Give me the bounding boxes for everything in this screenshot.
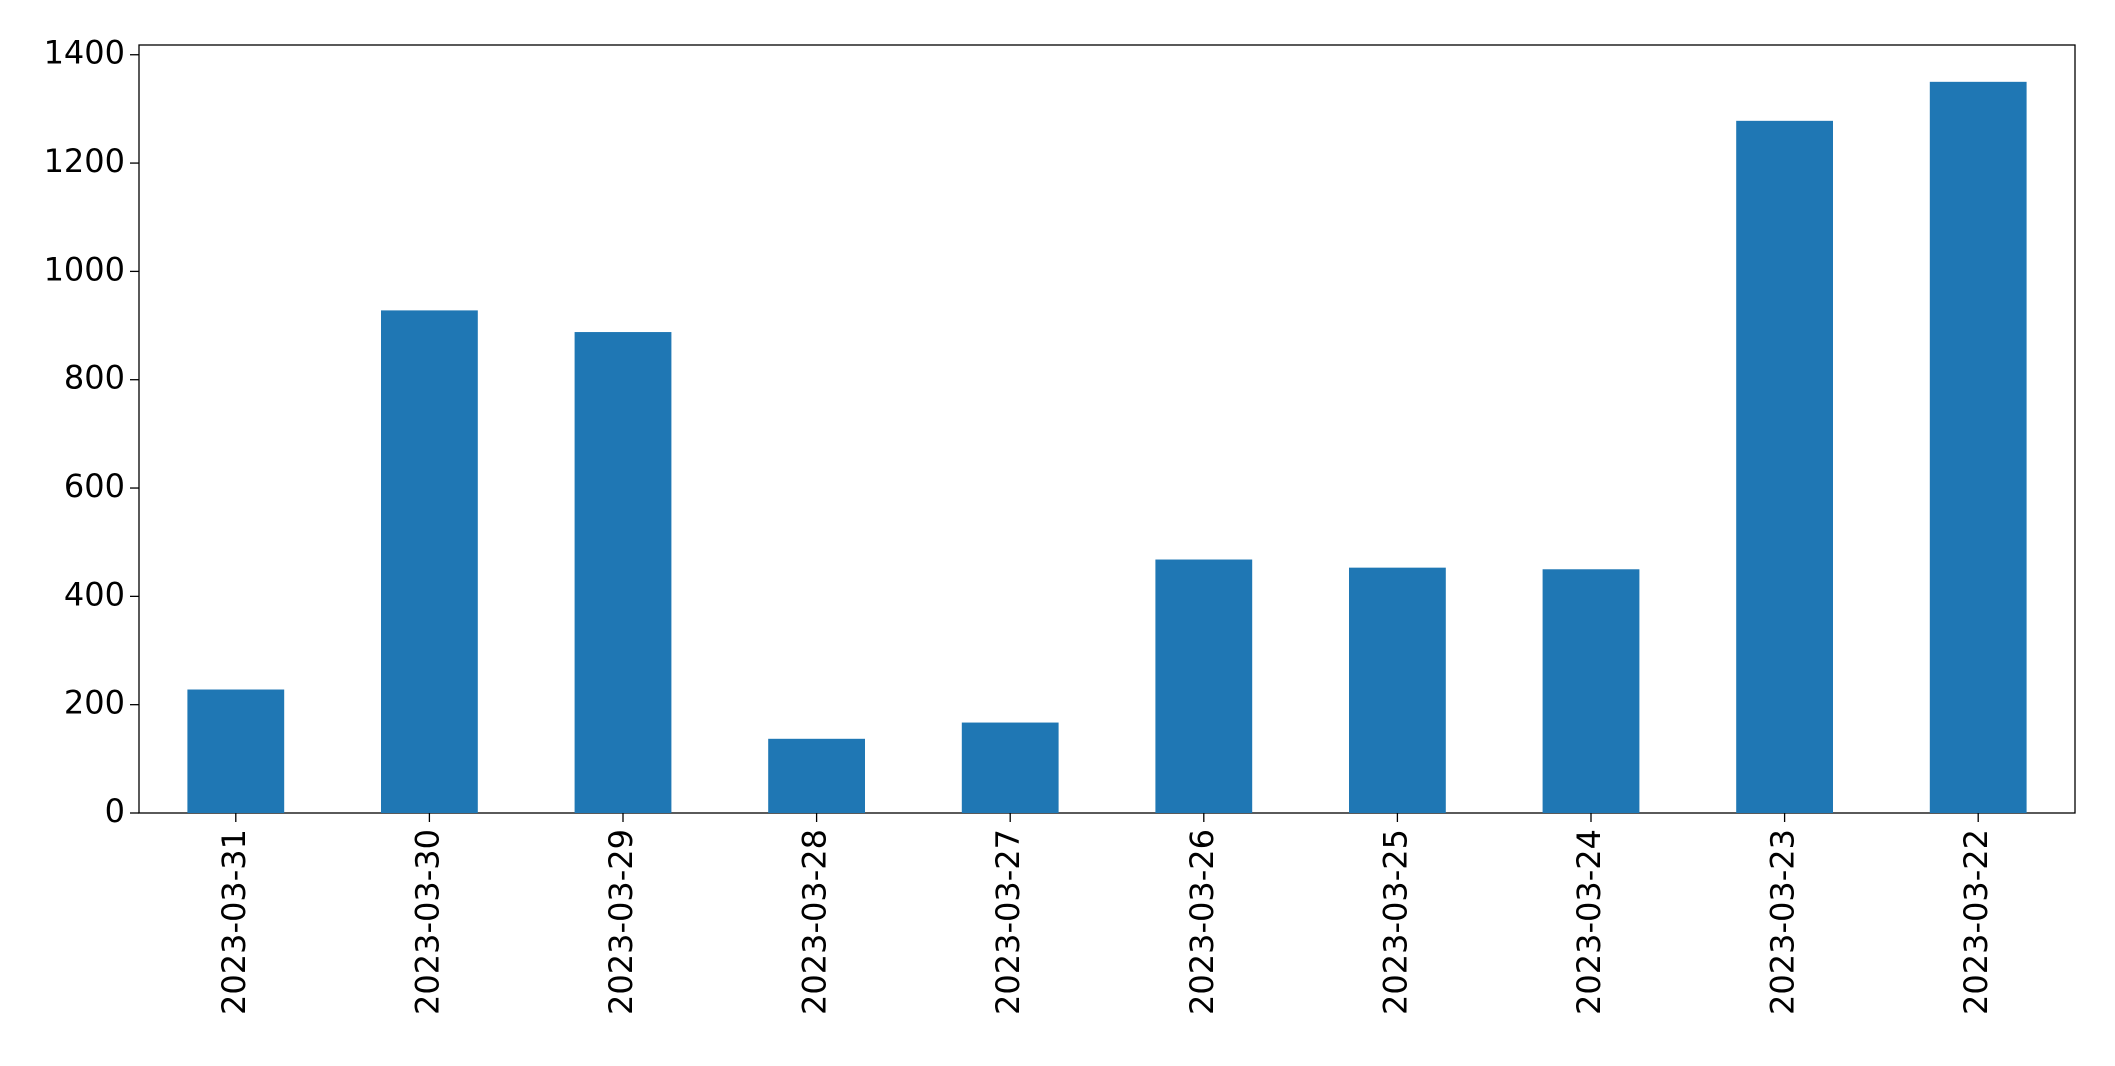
y-tick-label: 800 bbox=[64, 359, 125, 397]
x-tick-label: 2023-03-27 bbox=[989, 829, 1027, 1015]
bar bbox=[187, 689, 285, 813]
x-tick-label: 2023-03-31 bbox=[215, 829, 253, 1015]
bar bbox=[961, 722, 1059, 813]
bar bbox=[1349, 567, 1446, 813]
plot-frame bbox=[138, 44, 2076, 814]
x-tick-label: 2023-03-25 bbox=[1376, 829, 1414, 1015]
x-tick-label: 2023-03-30 bbox=[408, 829, 446, 1015]
y-tick-label: 0 bbox=[105, 792, 125, 830]
bar bbox=[768, 738, 865, 813]
bar bbox=[1542, 569, 1640, 813]
y-tick-label: 400 bbox=[64, 575, 125, 613]
bar bbox=[1929, 81, 2027, 813]
bar bbox=[1736, 120, 1833, 814]
y-tick-label: 1400 bbox=[44, 34, 125, 72]
bar bbox=[574, 332, 672, 813]
y-tick-label: 200 bbox=[64, 684, 125, 722]
bar bbox=[381, 310, 478, 813]
x-tick-label: 2023-03-23 bbox=[1764, 829, 1802, 1015]
y-tick-label: 1200 bbox=[44, 142, 125, 180]
x-tick-label: 2023-03-22 bbox=[1957, 829, 1995, 1015]
y-tick-label: 600 bbox=[64, 467, 125, 505]
x-tick-label: 2023-03-28 bbox=[796, 829, 834, 1015]
bar bbox=[1155, 559, 1253, 813]
y-tick-label: 1000 bbox=[44, 250, 125, 288]
x-tick-label: 2023-03-29 bbox=[602, 829, 640, 1015]
x-tick-label: 2023-03-26 bbox=[1183, 829, 1221, 1015]
x-tick-label: 2023-03-24 bbox=[1570, 829, 1608, 1015]
